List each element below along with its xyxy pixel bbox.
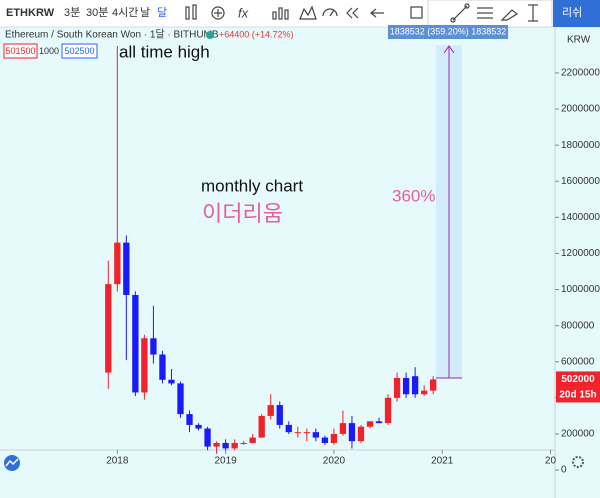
y-tick-label: 600000: [561, 356, 595, 367]
x-tick-label: 20: [545, 456, 557, 467]
logo-icon: [5, 458, 19, 467]
currency: KRW: [567, 35, 591, 46]
candle-body: [177, 383, 184, 415]
measure-label: 1838532 (359.20%) 1838532: [390, 26, 507, 36]
annotation: 이더리움: [202, 201, 283, 226]
y-tick-label: 200000: [561, 429, 595, 440]
candle-body: [312, 432, 320, 438]
candle-body: [366, 421, 374, 427]
x-tick-label: 2021: [431, 456, 454, 467]
candle-body: [258, 415, 265, 438]
spread: 1000: [39, 46, 59, 56]
svg-text:fx: fx: [238, 5, 249, 20]
bid-box: [3, 43, 38, 59]
candle-body: [204, 428, 211, 447]
x-tick-label: 2019: [214, 456, 237, 467]
candle-body: [213, 442, 220, 447]
candle-body: [249, 437, 256, 443]
annotation: all time high: [119, 42, 210, 61]
candle-body: [114, 242, 121, 285]
price-label-box: [556, 371, 600, 388]
ask-box: [61, 43, 98, 59]
candle-body: [168, 379, 175, 384]
interval[interactable]: 30분: [86, 7, 108, 19]
interval-active[interactable]: 달: [157, 6, 167, 19]
candle-body: [132, 294, 139, 393]
candle-body: [294, 432, 301, 434]
annotation: 360%: [392, 186, 435, 205]
candle-body: [231, 442, 238, 449]
settings-button[interactable]: [572, 456, 584, 468]
toolbar-icons: fx: [185, 4, 423, 20]
annotation: monthly chart: [201, 176, 303, 195]
interval[interactable]: 날: [140, 6, 150, 19]
publish-label[interactable]: 리쉬: [562, 6, 582, 19]
candle-body: [420, 390, 428, 395]
candle-body: [267, 405, 274, 416]
y-tick-label: 2200000: [561, 68, 600, 79]
y-tick-label: 1600000: [561, 176, 600, 187]
status-dot: [206, 31, 214, 39]
candle-body: [303, 432, 310, 434]
measure-arrow: [443, 45, 455, 54]
candle-body: [375, 421, 383, 424]
candle-body: [321, 437, 329, 443]
candle-body: [141, 338, 148, 393]
candle-body: [384, 397, 392, 424]
candle-body: [402, 378, 410, 395]
interval[interactable]: 3분: [64, 7, 80, 19]
ask: 502500: [64, 46, 94, 56]
candle-body: [186, 414, 193, 425]
candle-body: [123, 242, 130, 295]
candle-body: [430, 379, 437, 391]
candle-body: [159, 354, 166, 380]
price-label: 502000: [561, 374, 595, 385]
y-tick-label: 2000000: [561, 104, 600, 115]
candle-body: [222, 442, 229, 449]
x-tick-label: 2020: [323, 456, 346, 467]
countdown: 20d 15h: [559, 390, 596, 401]
candle-body: [240, 442, 247, 444]
candle-body: [411, 376, 419, 395]
candle-body: [339, 423, 347, 434]
interval[interactable]: 4시간: [112, 6, 138, 19]
candle-body: [285, 424, 292, 433]
y-tick-label: 0: [561, 465, 567, 476]
candle-body: [348, 423, 356, 442]
candle-body: [105, 284, 112, 373]
x-tick-label: 2018: [106, 456, 129, 467]
candle-body: [357, 426, 365, 442]
symbol[interactable]: ETHKRW: [6, 7, 55, 19]
y-tick-label: 1400000: [561, 212, 600, 223]
y-tick-label: 1200000: [561, 248, 600, 259]
y-tick-label: 1800000: [561, 140, 600, 151]
publish-button[interactable]: [553, 0, 600, 27]
candle-body: [393, 378, 401, 398]
countdown-box: [556, 387, 600, 403]
y-tick-label: 1000000: [561, 284, 600, 295]
legend-change: +64400 (+14.72%): [219, 29, 294, 39]
y-tick-label: 800000: [561, 320, 595, 331]
candle-body: [330, 433, 338, 443]
candle-body: [195, 424, 202, 429]
candle-body: [276, 405, 283, 425]
candle-body: [150, 338, 157, 355]
legend-title: Ethereum / South Korean Won · 1달 · BITHU…: [5, 29, 219, 41]
drawing-tools: [450, 3, 538, 23]
bid: 501500: [5, 46, 35, 56]
measure-label-box: [388, 25, 508, 39]
